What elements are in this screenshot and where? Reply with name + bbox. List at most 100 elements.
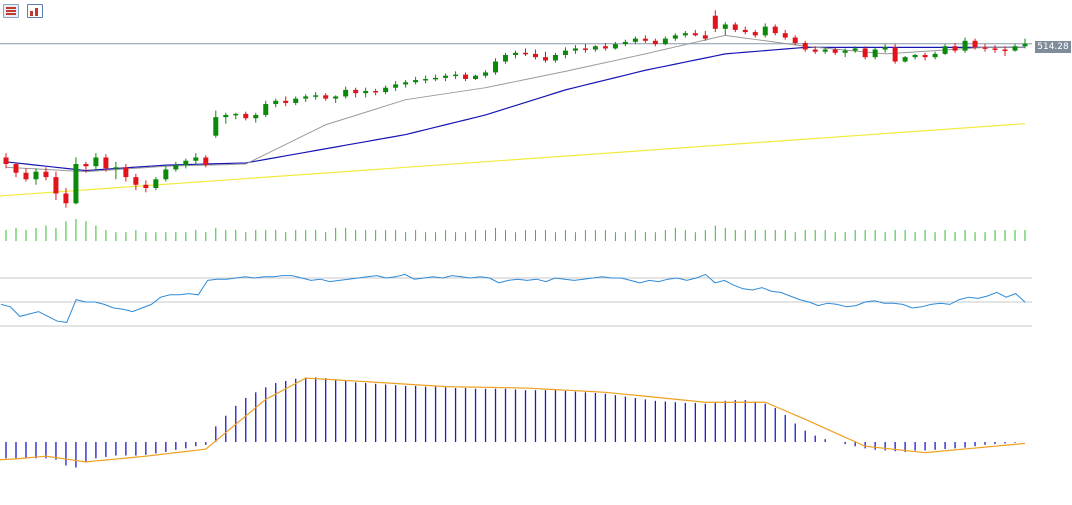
chart-type-icon[interactable] xyxy=(27,4,43,18)
candle xyxy=(223,114,229,118)
candle xyxy=(672,35,678,39)
candle xyxy=(892,47,898,62)
candle xyxy=(113,167,119,169)
candle xyxy=(782,33,788,38)
candle xyxy=(213,117,219,136)
candle xyxy=(662,38,668,45)
candle xyxy=(413,80,419,83)
candle xyxy=(622,41,628,45)
candle xyxy=(273,100,279,105)
candle xyxy=(532,53,538,58)
candle xyxy=(972,40,978,48)
candle xyxy=(313,95,319,97)
candle xyxy=(692,33,698,36)
moving-averages xyxy=(0,34,1026,197)
candle xyxy=(712,15,718,29)
candle xyxy=(13,164,19,173)
candle xyxy=(253,114,259,119)
macd-signal-line xyxy=(0,377,1026,463)
candle xyxy=(203,157,209,166)
candle xyxy=(792,37,798,43)
candle xyxy=(43,171,49,178)
candle xyxy=(602,46,608,49)
candle xyxy=(652,40,658,45)
candlesticks xyxy=(3,10,1028,208)
candle xyxy=(343,89,349,97)
candle xyxy=(992,48,998,50)
candle xyxy=(63,193,69,204)
candle xyxy=(702,35,708,39)
chart-toolbar xyxy=(3,4,43,18)
candle xyxy=(393,84,399,88)
candle xyxy=(53,177,59,194)
candle xyxy=(932,53,938,58)
candle xyxy=(383,87,389,93)
candle xyxy=(942,46,948,54)
candle xyxy=(153,179,159,189)
candle xyxy=(133,177,139,185)
candle xyxy=(93,157,99,167)
sma-mid-line xyxy=(5,46,1025,172)
candle xyxy=(762,26,768,36)
candle xyxy=(333,96,339,99)
candle xyxy=(83,164,89,167)
candle xyxy=(592,46,598,50)
candle xyxy=(353,89,359,94)
candle xyxy=(503,54,509,62)
candle xyxy=(812,49,818,52)
last-price-label: 514.28 xyxy=(1035,41,1071,53)
candle xyxy=(103,157,109,169)
candle xyxy=(642,38,648,41)
candle xyxy=(483,72,489,76)
rsi-line xyxy=(0,273,1026,323)
candle xyxy=(463,74,469,79)
candle xyxy=(173,165,179,170)
candle xyxy=(443,75,449,78)
candle xyxy=(872,49,878,58)
candle xyxy=(1012,46,1018,51)
candle xyxy=(123,167,129,178)
candle xyxy=(263,104,269,115)
candle xyxy=(403,82,409,85)
candle xyxy=(772,26,778,34)
candle xyxy=(493,61,499,73)
rsi-panel xyxy=(0,273,1032,327)
candle xyxy=(952,46,958,51)
candle xyxy=(582,48,588,50)
list-view-icon[interactable] xyxy=(3,4,19,18)
candle xyxy=(1022,43,1028,47)
candle xyxy=(513,52,518,55)
candle xyxy=(852,48,858,51)
candle xyxy=(303,96,309,99)
macd-panel xyxy=(0,377,1026,468)
candle xyxy=(832,49,838,53)
candle xyxy=(552,54,558,61)
candle xyxy=(822,49,828,52)
candle xyxy=(473,75,479,79)
candle xyxy=(882,47,888,50)
candle xyxy=(902,57,908,62)
candle xyxy=(283,100,289,103)
volume-bars xyxy=(5,219,1026,241)
candle xyxy=(373,90,379,93)
candle xyxy=(732,24,738,30)
candle xyxy=(293,98,299,103)
candle xyxy=(1002,49,1008,52)
candle xyxy=(682,33,688,36)
candle xyxy=(612,44,618,49)
candle xyxy=(33,171,39,180)
candle xyxy=(962,40,968,51)
sma-slow-line xyxy=(0,123,1026,197)
candle xyxy=(433,77,439,80)
candle xyxy=(842,50,848,53)
candle xyxy=(23,172,29,180)
candle xyxy=(982,47,988,49)
candle xyxy=(912,54,918,58)
candle xyxy=(632,38,638,42)
candle xyxy=(73,164,79,204)
candle xyxy=(862,48,868,58)
candle xyxy=(163,169,169,180)
candle xyxy=(752,32,758,36)
candle xyxy=(193,157,199,161)
